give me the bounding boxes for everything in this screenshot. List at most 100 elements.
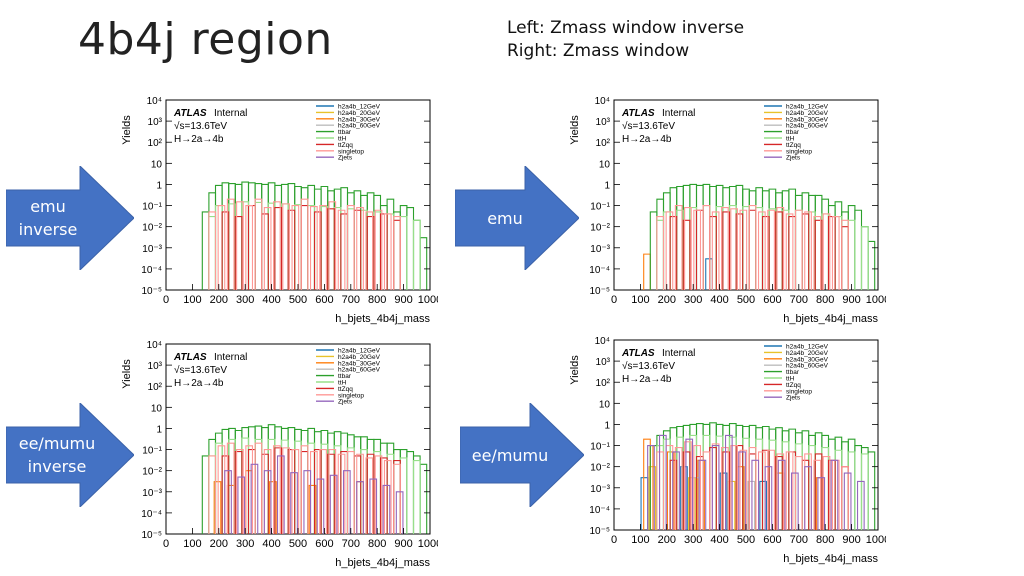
legend-entry: ttbar	[786, 129, 800, 136]
bin	[263, 207, 272, 290]
plot-frame	[613, 99, 879, 291]
bin	[236, 449, 244, 534]
x-tick-label: 300	[684, 534, 702, 546]
bin	[719, 472, 728, 530]
y-tick-label: 10²	[596, 138, 611, 149]
bin	[693, 209, 702, 290]
arrow-ee-mumu-inverse: ee/mumu inverse	[6, 403, 134, 507]
chart-emu: 0 100 200 300 400 500 600 700 800 900 1000 10⁻⁵ 10⁻⁴…	[566, 90, 886, 326]
legend-entry: h2a4b_60GeV	[338, 123, 381, 130]
bin	[669, 216, 678, 290]
series-Zjets	[647, 434, 865, 530]
x-tick-label: 100	[183, 538, 201, 550]
x-tick-label: 400	[262, 294, 280, 306]
y-tick-label: 10⁻⁴	[589, 265, 610, 276]
atlas-label: ATLAS	[173, 108, 207, 119]
x-tick-label: 1000	[866, 294, 886, 306]
arrow-label: emu inverse	[6, 166, 90, 270]
series-singletop	[208, 198, 401, 290]
x-tick-label: 200	[658, 294, 676, 306]
chart-emu-inverse: 0 100 200 300 400 500 600 700 800 900 1000 10⁻⁵ 10⁻⁴…	[118, 90, 438, 326]
bin	[319, 449, 327, 534]
bin	[328, 201, 337, 290]
bin	[777, 459, 786, 530]
x-axis-label: h_bjets_4b4j_mass	[335, 557, 430, 569]
bin	[785, 451, 794, 530]
legend-entry: h2a4b_30GeV	[338, 360, 381, 367]
bin	[276, 455, 285, 534]
energy-label: √s=13.6TeV	[622, 360, 675, 372]
x-tick-label: 500	[737, 534, 755, 546]
bin	[383, 213, 392, 290]
y-axis-label: Yields	[121, 359, 133, 389]
x-tick-label: 100	[631, 534, 649, 546]
y-tick-label: 10⁻⁴	[589, 505, 610, 516]
x-tick-label: 600	[763, 294, 781, 306]
y-tick-label: 10⁻²	[590, 463, 610, 474]
arrow-shape	[6, 403, 134, 507]
legend-entry: Zjets	[338, 155, 353, 162]
bin	[711, 445, 720, 530]
arrow-label-line-2: inverse	[27, 457, 87, 476]
x-tick-label: 500	[289, 294, 307, 306]
legend-entry: Zjets	[786, 395, 801, 402]
arrow-emu: emu	[455, 166, 579, 270]
bin	[747, 480, 756, 530]
x-tick-label: 100	[631, 294, 649, 306]
legend-entry: h2a4b_12GeV	[338, 348, 381, 355]
bin	[374, 455, 383, 534]
y-tick-label: 10	[151, 403, 163, 414]
legend-entry: h2a4b_20GeV	[786, 110, 829, 117]
y-tick-label: 1	[156, 180, 162, 191]
bin	[237, 476, 246, 534]
bin	[804, 211, 812, 290]
y-axis-label: Yields	[121, 115, 133, 145]
bin	[303, 470, 312, 534]
bin	[300, 198, 309, 290]
legend: h2a4b_12GeVh2a4b_20GeVh2a4b_30GeVh2a4b_6…	[764, 104, 829, 162]
x-axis-label: h_bjets_4b4j_mass	[783, 553, 878, 565]
bin	[685, 438, 694, 530]
bin	[672, 451, 680, 530]
slide-notes: Left: Zmass window inverse Right: Zmass …	[507, 17, 744, 63]
bin	[393, 216, 401, 290]
x-tick-label: 700	[790, 294, 808, 306]
y-tick-label: 10⁻²	[142, 467, 162, 478]
x-tick-label: 300	[236, 294, 254, 306]
y-tick-label: 10⁻¹	[590, 202, 610, 213]
process-label: H→2a→4b	[622, 374, 672, 385]
bin	[656, 451, 665, 530]
y-axis-label: Yields	[569, 355, 581, 385]
bin	[682, 451, 691, 530]
bin	[208, 211, 217, 290]
bin	[804, 466, 812, 530]
bin	[698, 459, 707, 530]
legend-entry: h2a4b_60GeV	[786, 363, 829, 370]
x-tick-label: 300	[684, 294, 702, 306]
bin	[757, 211, 766, 290]
x-tick-label: 300	[236, 538, 254, 550]
x-tick-label: 600	[763, 534, 781, 546]
y-tick-label: 1	[156, 424, 162, 435]
bin	[369, 478, 378, 534]
atlas-label: ATLAS	[621, 108, 655, 119]
y-tick-label: 10²	[148, 138, 163, 149]
x-tick-label: 700	[342, 294, 360, 306]
bin	[329, 474, 338, 534]
bin	[751, 459, 760, 530]
bin	[234, 451, 243, 534]
internal-label: Internal	[214, 108, 247, 119]
arrow-shape	[455, 166, 579, 270]
x-tick-label: 1000	[418, 294, 438, 306]
bin	[822, 456, 831, 530]
bin	[308, 484, 317, 534]
chart-ee-mumu: 0 100 200 300 400 500 600 700 800 900 1000 10⁻⁵ 10⁻⁴…	[566, 330, 886, 566]
legend: h2a4b_12GeVh2a4b_20GeVh2a4b_30GeVh2a4b_6…	[316, 348, 381, 406]
legend-entry: h2a4b_30GeV	[338, 116, 381, 123]
bin	[739, 209, 748, 290]
x-tick-label: 200	[658, 534, 676, 546]
x-tick-label: 600	[315, 538, 333, 550]
x-tick-label: 500	[737, 294, 755, 306]
bin	[721, 207, 729, 290]
internal-label: Internal	[662, 348, 695, 359]
